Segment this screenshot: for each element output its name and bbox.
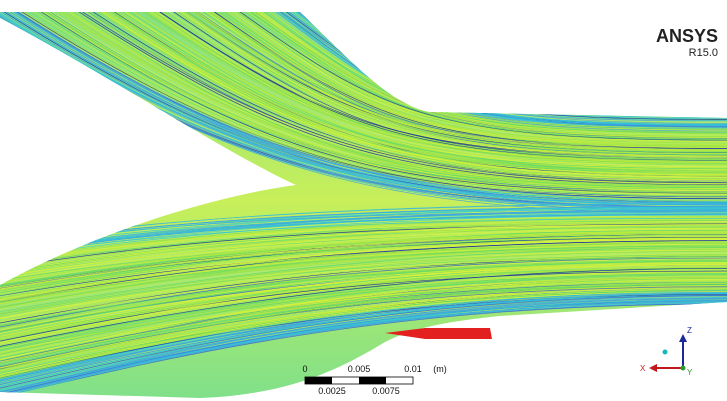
scale-label: 0.01 [404,364,422,374]
version-label: R15.0 [689,47,718,59]
scale-label: 0.0025 [318,386,346,396]
x-label: X [640,364,646,373]
scale-label: 0.0075 [372,386,400,396]
scale-label: 0.005 [348,364,371,374]
scale-label: 0 [302,364,307,374]
axis-triad: Z X Y [640,326,693,377]
z-label: Z [687,326,692,335]
y-label: Y [687,368,693,377]
scale-segment [305,377,332,384]
scale-segment [359,377,386,384]
z-arrowhead [679,334,687,342]
y-axis [681,366,686,371]
triad-dot [663,350,668,355]
brand-logo: ANSYS [656,26,718,46]
scale-unit: (m) [433,364,447,374]
streamlines [0,0,727,401]
cfd-viewport: ANSYS R15.0 0 0.005 0.01 (m) 0.0025 0.00… [0,0,727,401]
x-arrowhead [649,364,657,372]
